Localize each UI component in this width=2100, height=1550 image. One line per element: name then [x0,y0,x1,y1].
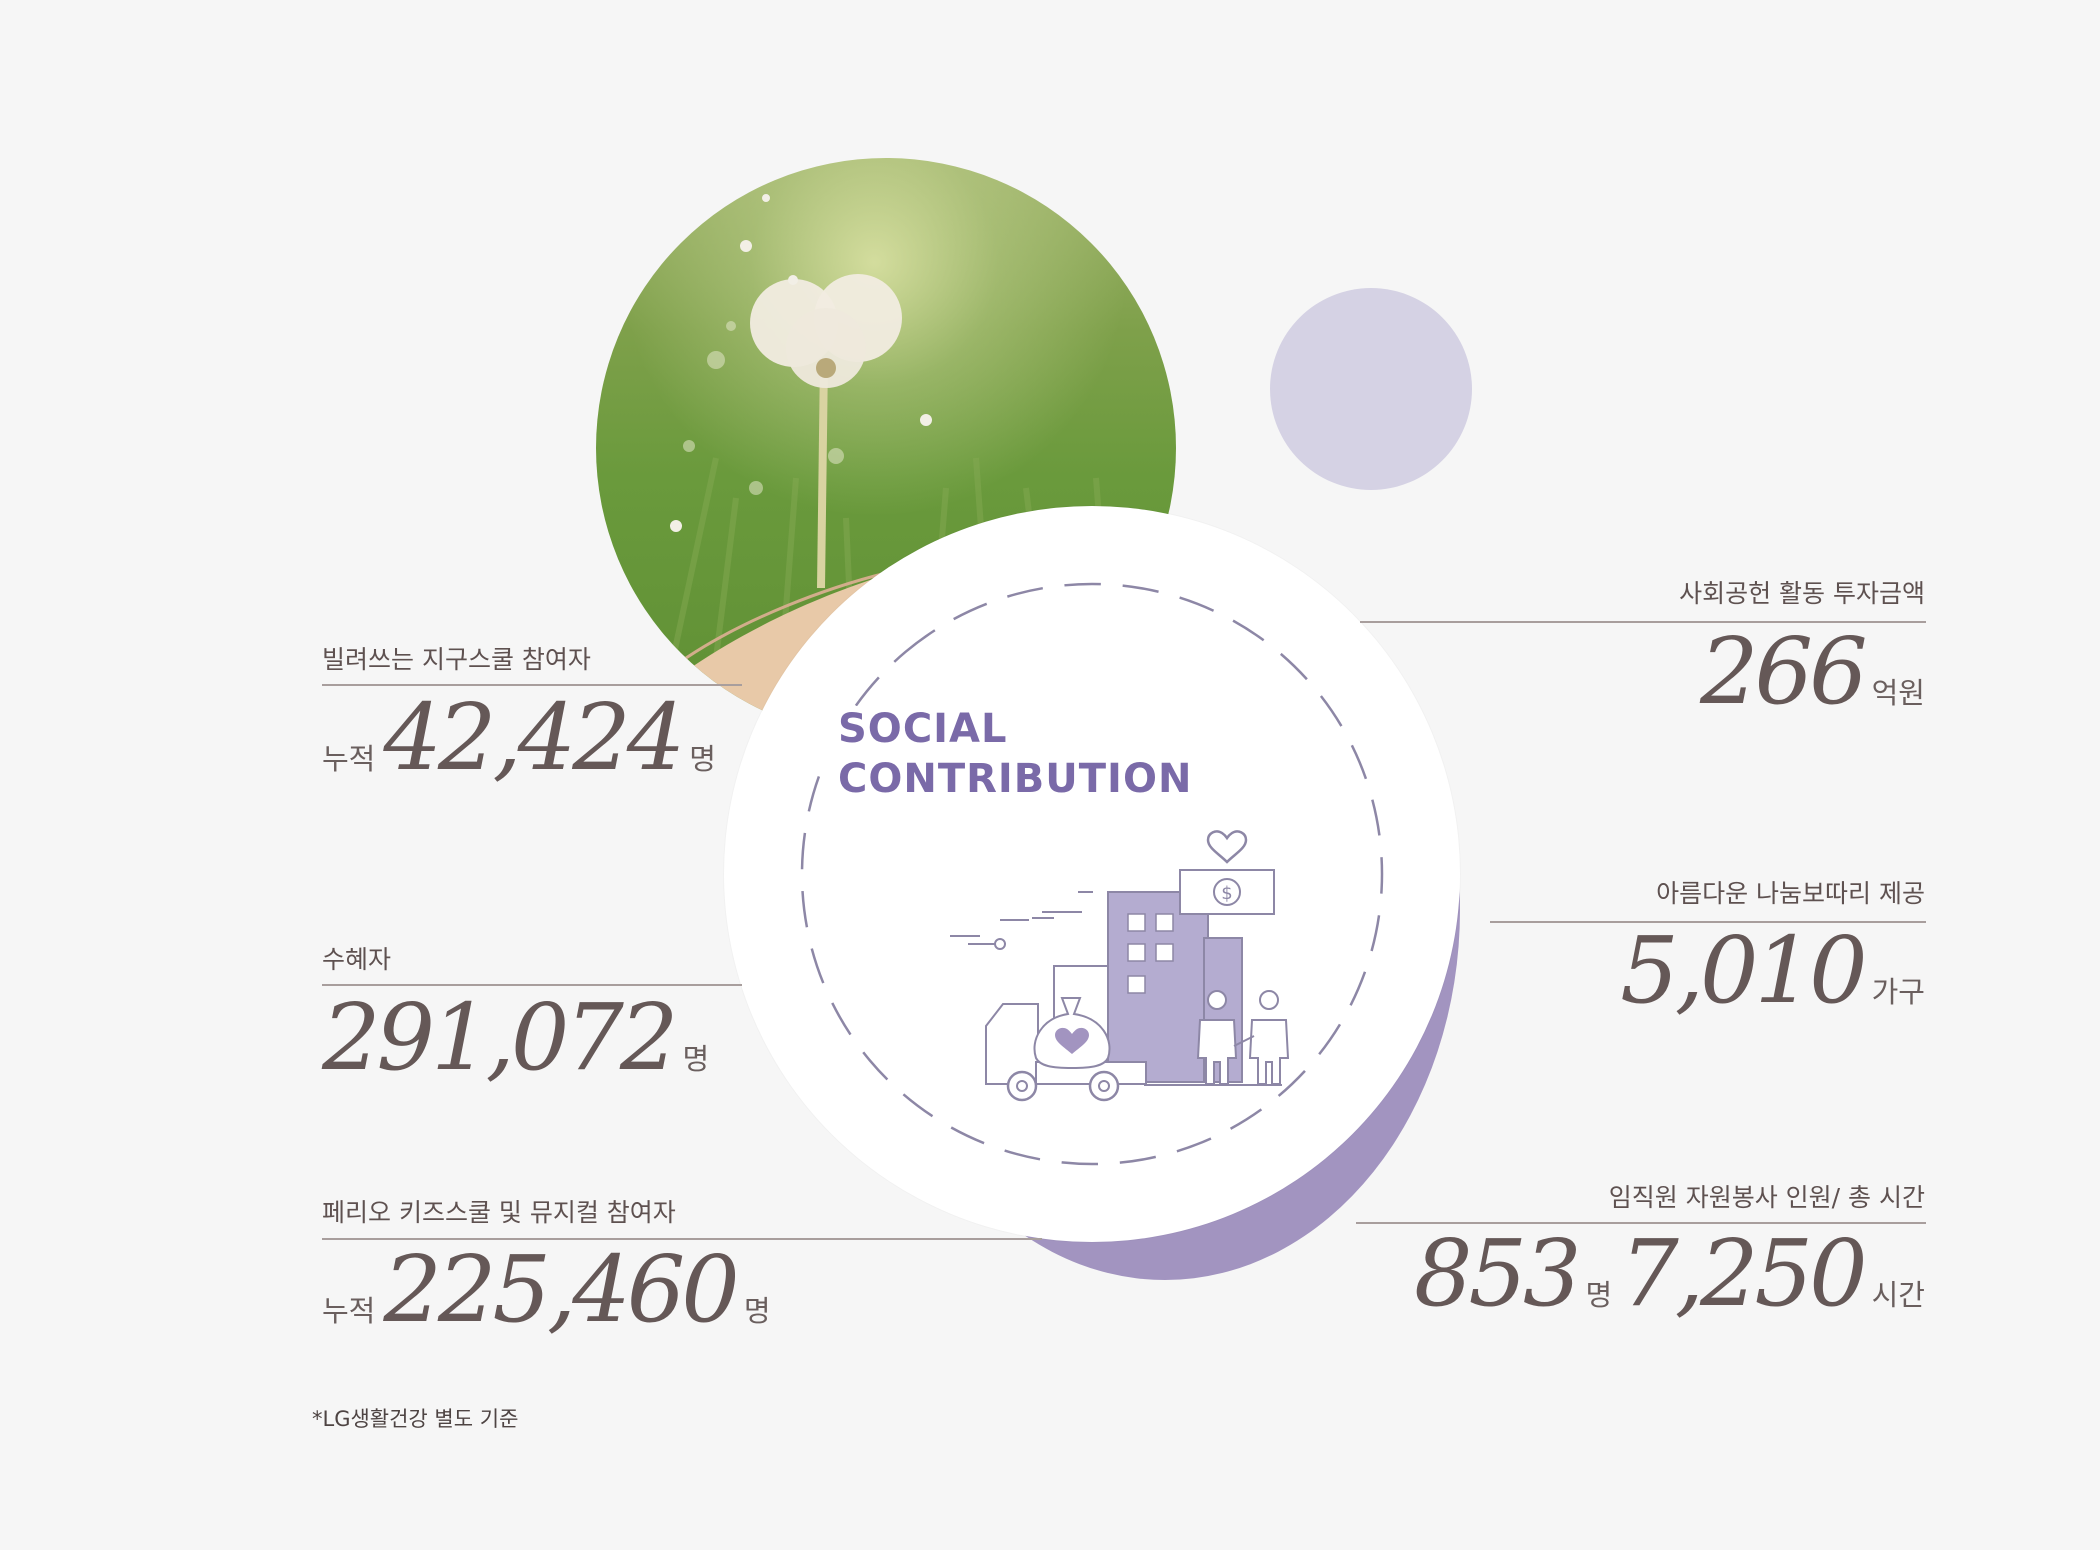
center-title-line2: CONTRIBUTION [838,756,1193,802]
divider [322,984,742,986]
stat-value: 225,460 [383,1236,739,1343]
stat-prefix: 누적 [322,1294,376,1328]
stat-value: 5,010 [1620,917,1867,1024]
stat-value: 266 [1700,618,1868,725]
decorative-circle-small [1270,288,1472,490]
divider [322,684,742,686]
divider [1490,921,1926,923]
charity-illustration-icon: $ [800,582,1384,1166]
people-icon [1196,990,1290,1085]
stat-investment: 266 억원 [1700,618,1925,725]
center-circle [724,506,1460,1242]
stat-value: 42,424 [383,684,685,791]
stat-label-volunteer: 임직원 자원봉사 인원/ 총 시간 [1608,1183,1925,1212]
stat-prefix: 누적 [322,742,376,776]
stat-beneficiaries: 291,072 명 [322,984,709,1091]
center-title-line1: SOCIAL [838,706,1008,752]
heart-icon [1206,830,1248,864]
stat-label-investment: 사회공헌 활동 투자금액 [1679,579,1925,608]
center-title: SOCIAL CONTRIBUTION [838,704,1192,804]
stat-unit: 억원 [1871,676,1925,710]
stat-label-sharing-bundle: 아름다운 나눔보따리 제공 [1656,879,1925,908]
divider [1360,621,1926,623]
stat-label-beneficiaries: 수혜자 [322,945,392,974]
stat-value: 853 [1413,1220,1582,1327]
stat-unit: 명 [1585,1278,1613,1312]
stat-unit-hours: 시간 [1871,1278,1925,1312]
divider [1356,1222,1926,1224]
stat-earth-school: 누적 42,424 명 [322,684,716,791]
stat-unit: 명 [689,742,716,776]
stat-volunteer: 853 명 7,250 시간 [1414,1220,1925,1327]
dollar-icon [1213,878,1241,906]
stat-unit: 명 [682,1042,710,1076]
building-icon [1107,891,1243,1083]
stat-unit: 가구 [1871,975,1925,1009]
stat-label-earth-school: 빌려쓰는 지구스쿨 참여자 [322,645,591,674]
stat-kids-school: 누적 225,460 명 [322,1236,771,1343]
stat-label-kids-school: 페리오 키즈스쿨 및 뮤지컬 참여자 [322,1198,676,1227]
stat-unit: 명 [743,1294,771,1328]
divider [322,1238,1042,1240]
stat-value-hours: 7,250 [1620,1220,1867,1327]
truck-icon [985,997,1147,1102]
footnote: *LG생활건강 별도 기준 [312,1407,519,1431]
svg-text:$: $ [1221,883,1232,904]
stat-sharing-bundle: 5,010 가구 [1620,917,1925,1024]
stat-value: 291,072 [322,984,678,1091]
